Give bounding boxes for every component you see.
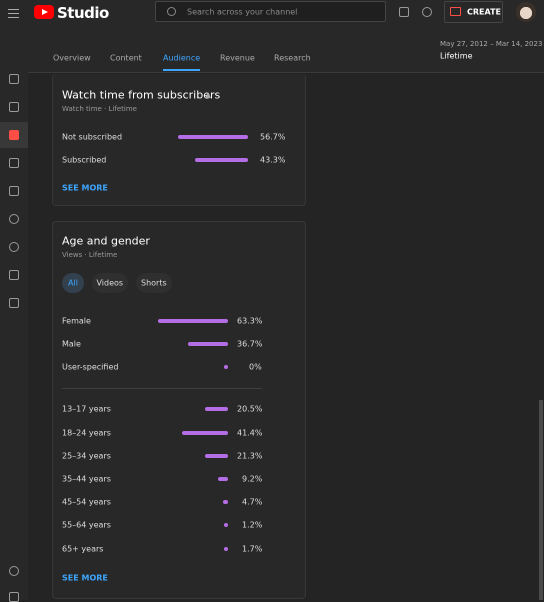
see-more[interactable]: SEE MORE (62, 183, 108, 193)
create-label[interactable]: CREATE (467, 7, 501, 17)
row-label: 65+ years (62, 544, 104, 554)
sidebar (0, 28, 28, 600)
row-label: 35–44 years (62, 474, 111, 484)
card-subtitle: Views · Lifetime (62, 251, 118, 259)
tab-indicator (163, 69, 200, 71)
divider (62, 388, 262, 389)
create-button[interactable] (444, 1, 503, 23)
filter-chip[interactable] (62, 273, 84, 293)
row-label: Subscribed (62, 155, 107, 165)
create-icon (450, 7, 461, 16)
nav-earn[interactable] (9, 242, 19, 252)
bar (224, 365, 228, 369)
bar (204, 454, 228, 458)
nav-copyright[interactable] (9, 214, 19, 224)
card-subtitle: Watch time · Lifetime (62, 105, 137, 113)
nav-audio[interactable] (9, 298, 19, 308)
nav-settings[interactable] (9, 566, 19, 576)
nav-analytics[interactable] (9, 130, 19, 140)
nav-content[interactable] (9, 102, 19, 112)
value-label: 1.2% (242, 520, 263, 530)
period[interactable]: Lifetime (440, 51, 473, 61)
row-label: User-specified (62, 362, 119, 372)
bar (217, 477, 228, 481)
row-label: 25–34 years (62, 451, 111, 461)
value-label: 36.7% (237, 339, 263, 349)
bar (158, 319, 228, 323)
bar (224, 547, 228, 551)
bar (194, 158, 248, 162)
filter-label[interactable]: Videos (96, 278, 124, 288)
menu-icon[interactable] (8, 9, 19, 18)
search-placeholder[interactable]: Search across your channel (187, 7, 298, 17)
bar (224, 523, 228, 527)
filter-chip[interactable] (92, 273, 128, 293)
nav-customization[interactable] (9, 270, 19, 280)
tab[interactable]: Research (274, 53, 311, 63)
row-label: Not subscribed (62, 132, 123, 142)
warning-icon (205, 92, 211, 98)
row-label: 55–64 years (62, 520, 111, 530)
row-label: Male (62, 339, 81, 349)
date-range[interactable]: May 27, 2012 – Mar 14, 2023 (440, 40, 543, 48)
value-label: 21.3% (237, 451, 263, 461)
tab[interactable]: Overview (53, 53, 91, 63)
nav-feedback[interactable] (9, 592, 19, 602)
tab[interactable]: Revenue (220, 53, 255, 63)
row-label: Female (62, 316, 91, 326)
account-avatar[interactable] (516, 2, 536, 22)
nav-dashboard[interactable] (9, 74, 19, 84)
bar (205, 407, 228, 411)
tab[interactable]: Content (110, 53, 142, 63)
filter-label[interactable]: All (68, 278, 78, 288)
nav-subtitles[interactable] (9, 186, 19, 196)
bar (178, 135, 248, 139)
nav-comments[interactable] (9, 158, 19, 168)
value-label: 9.2% (242, 474, 263, 484)
scrollbar (539, 400, 543, 600)
value-label: 43.3% (260, 155, 286, 165)
value-label: 63.3% (237, 316, 263, 326)
feedback-icon[interactable] (399, 7, 409, 17)
bar (182, 431, 228, 435)
value-label: 1.7% (242, 544, 263, 554)
search-box[interactable] (155, 1, 386, 22)
value-label: 41.4% (237, 428, 263, 438)
tab[interactable]: Audience (163, 53, 201, 63)
card-title: Age and gender (62, 234, 150, 248)
see-more[interactable]: SEE MORE (62, 573, 108, 583)
logo-icon[interactable] (34, 5, 54, 19)
row-label: 13–17 years (62, 404, 111, 414)
logo-text[interactable]: Studio (57, 4, 109, 22)
row-label: 18–24 years (62, 428, 111, 438)
value-label: 56.7% (260, 132, 286, 142)
value-label: 0% (249, 362, 262, 372)
filter-chip[interactable] (136, 273, 172, 293)
row-label: 45–54 years (62, 497, 111, 507)
watch-time-card (52, 74, 306, 206)
value-label: 4.7% (242, 497, 263, 507)
bar (222, 500, 228, 504)
card-title: Watch time from subscribers (62, 88, 221, 102)
value-label: 20.5% (237, 404, 263, 414)
filter-label[interactable]: Shorts (141, 278, 167, 288)
sub-header (28, 28, 544, 73)
bar (187, 342, 228, 346)
help-icon[interactable] (422, 7, 432, 17)
